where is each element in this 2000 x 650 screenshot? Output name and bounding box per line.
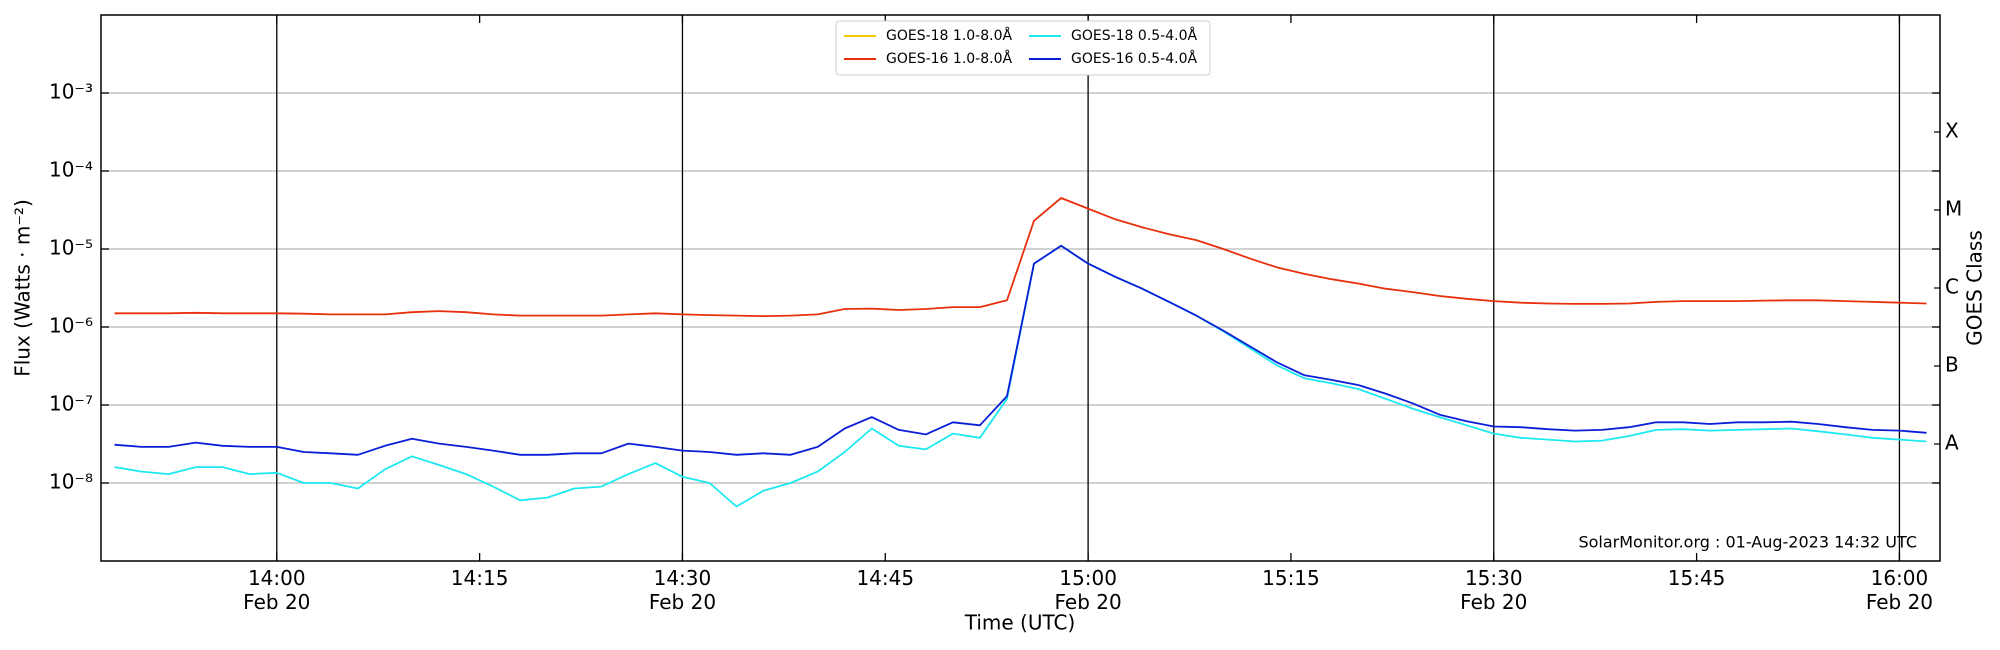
- x-tick-label: 15:15: [1262, 566, 1320, 590]
- y2-tick-label: M: [1945, 197, 1962, 221]
- y2-axis-label: GOES Class: [1963, 230, 1987, 346]
- legend-box: [835, 20, 1211, 76]
- y-tick-label: 10⁻⁸: [49, 470, 93, 494]
- x-tick-label: 15:45: [1667, 566, 1726, 590]
- y2-tick-label: A: [1945, 431, 1959, 455]
- legend-label: GOES-16 0.5-4.0Å: [1071, 50, 1197, 67]
- x-tick-label: 14:30 Feb 20: [648, 566, 717, 614]
- legend-label: GOES-18 0.5-4.0Å: [1071, 27, 1197, 44]
- legend-label: GOES-18 1.0-8.0Å: [886, 27, 1012, 44]
- series-line: [114, 244, 1927, 508]
- y-tick-label: 10⁻³: [49, 80, 93, 104]
- series-line: [114, 197, 1927, 317]
- x-tick-label: 14:45: [856, 566, 915, 590]
- y-axis-label: Flux (Watts · m⁻²): [11, 199, 35, 377]
- x-tick-label: 15:00 Feb 20: [1054, 566, 1122, 614]
- y-tick-label: 10⁻⁷: [49, 392, 93, 416]
- x-tick-label: 15:30 Feb 20: [1460, 566, 1528, 614]
- x-tick-label: 14:00 Feb 20: [243, 566, 311, 614]
- y-tick-label: 10⁻⁶: [49, 314, 93, 338]
- x-tick-label: 14:15: [450, 566, 509, 590]
- legend-label: GOES-16 1.0-8.0Å: [886, 50, 1012, 67]
- y-tick-label: 10⁻⁴: [49, 158, 93, 182]
- x-axis-label: Time (UTC): [964, 611, 1076, 635]
- y2-tick-label: B: [1945, 353, 1959, 377]
- plot-frame: [100, 14, 1941, 562]
- annotation: SolarMonitor.org : 01-Aug-2023 14:32 UTC: [1578, 533, 1917, 552]
- y2-tick-label: X: [1945, 119, 1959, 143]
- y-tick-label: 10⁻⁵: [49, 236, 93, 260]
- series-line: [114, 244, 1927, 456]
- x-tick-label: 16:00 Feb 20: [1865, 566, 1934, 614]
- y2-tick-label: C: [1945, 275, 1959, 299]
